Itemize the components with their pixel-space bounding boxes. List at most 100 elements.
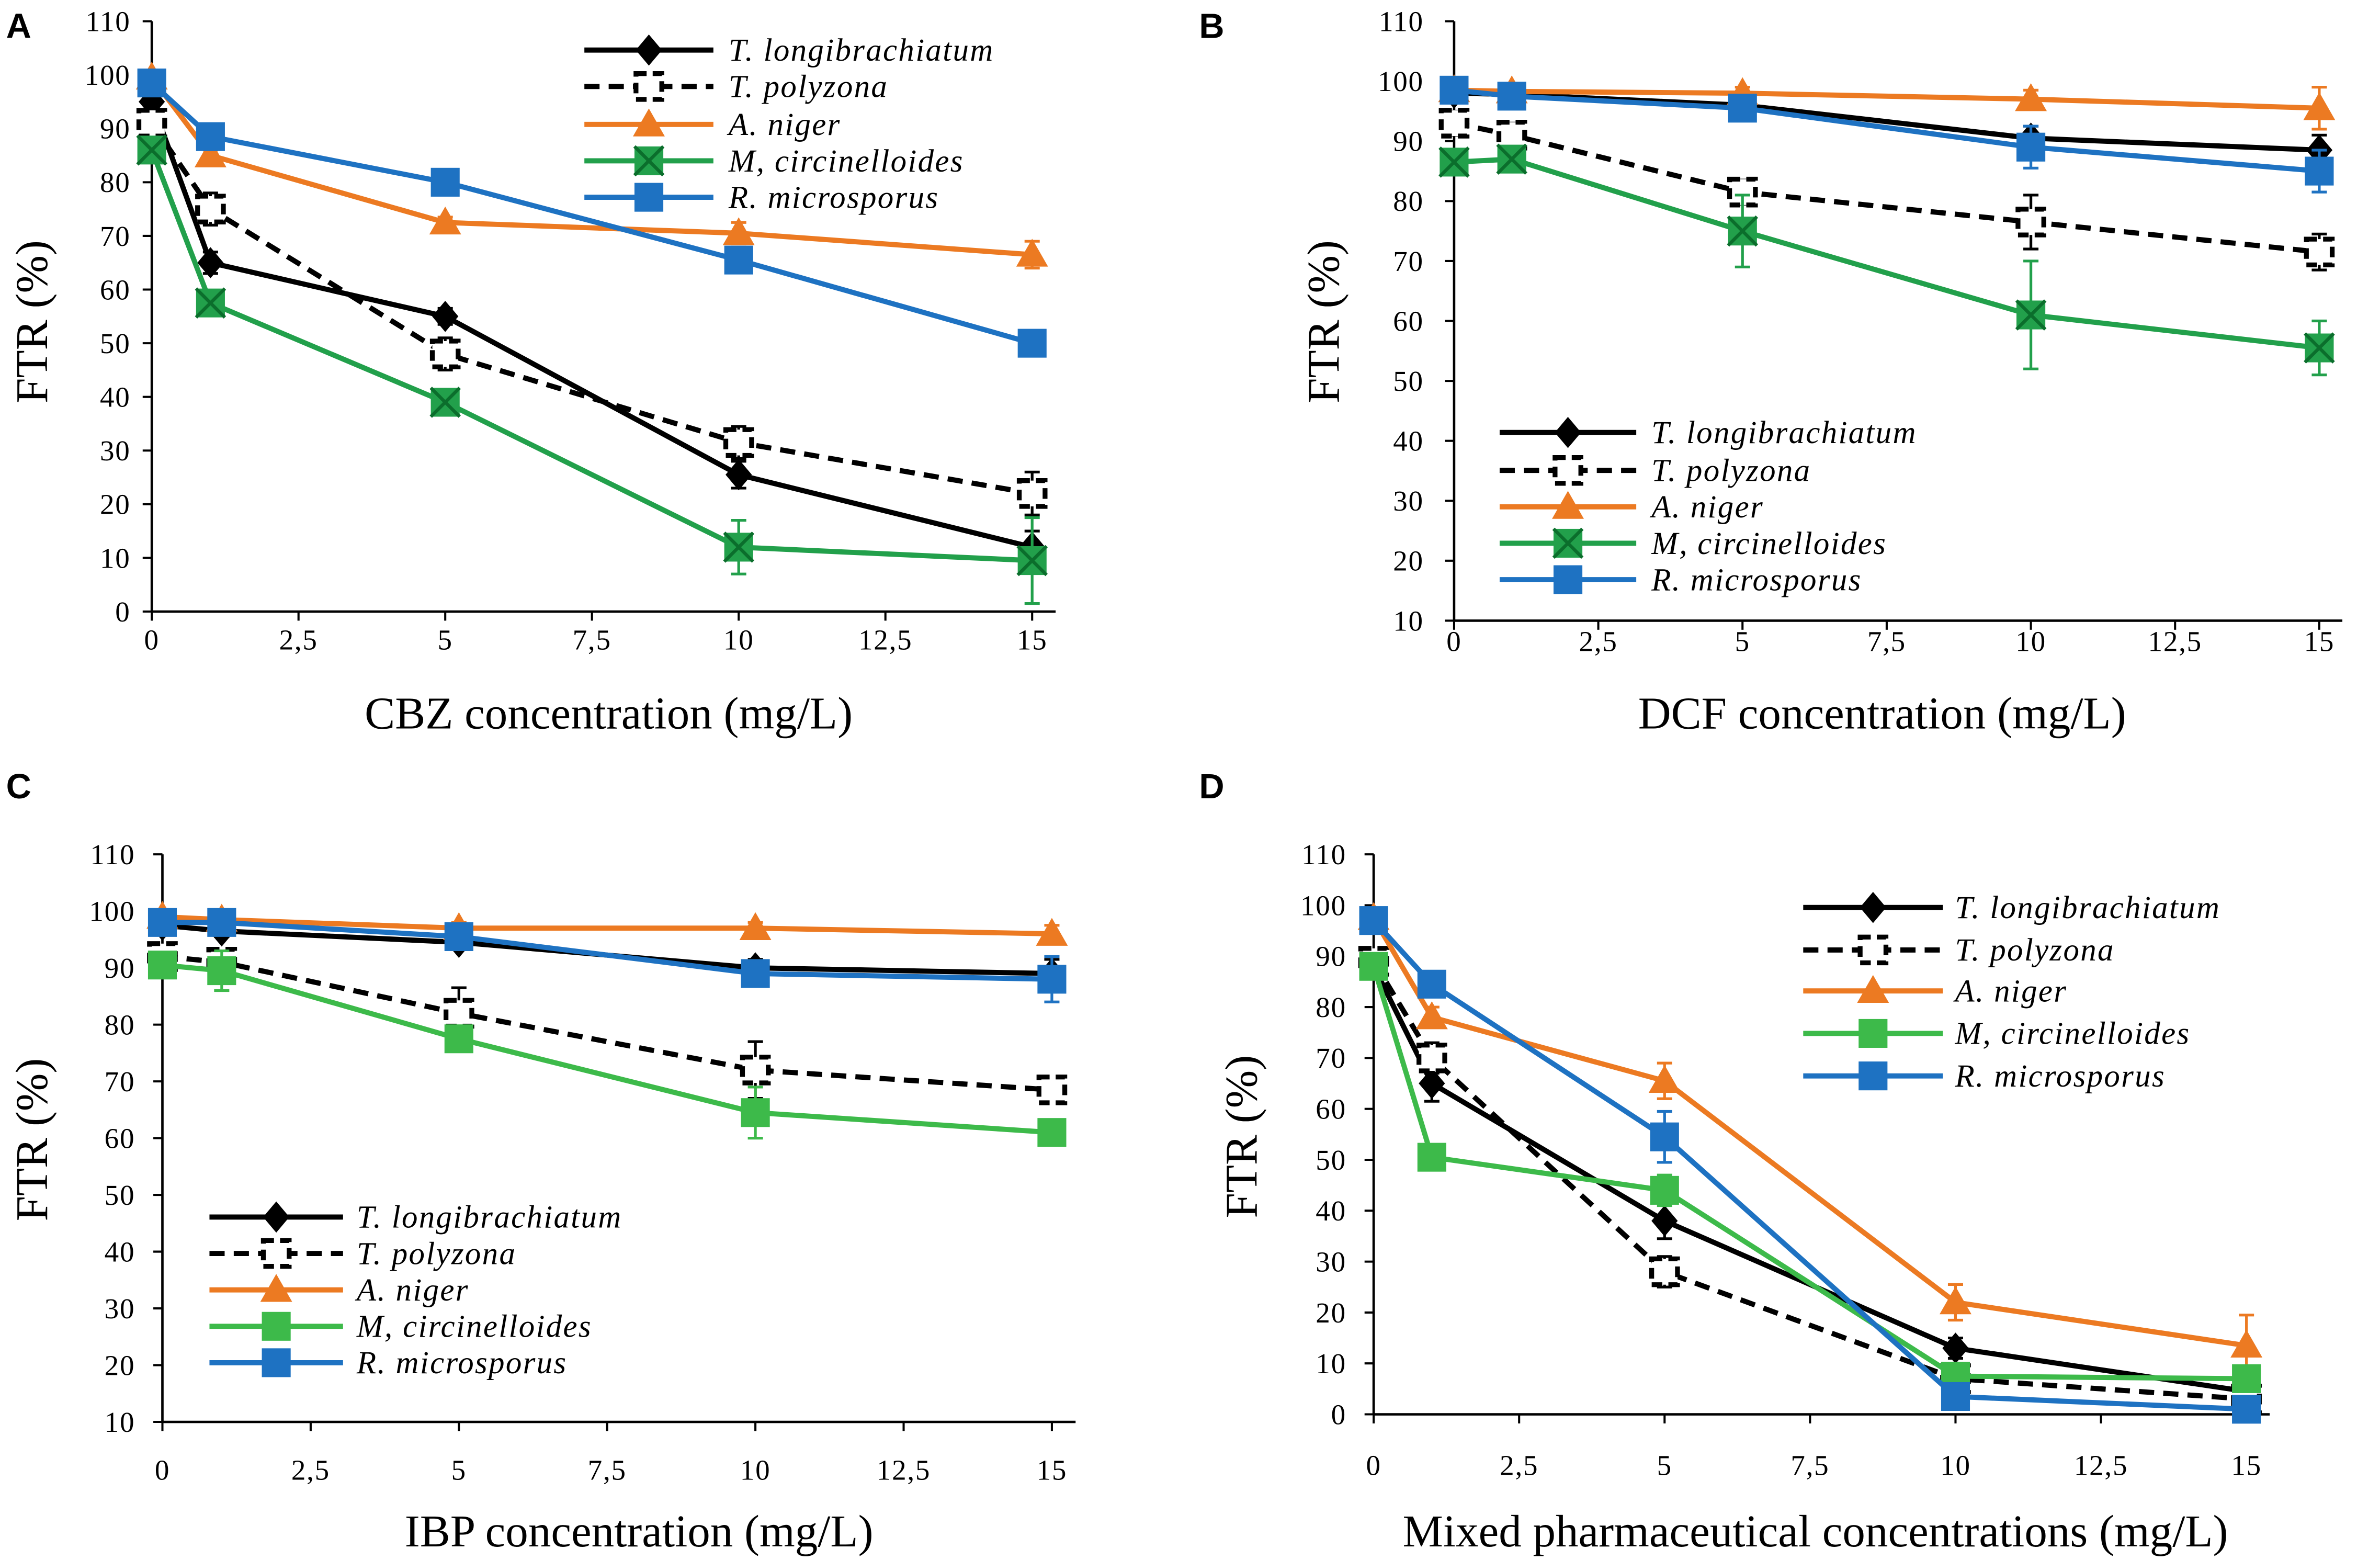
legend-entry: T. polyzona (1803, 933, 2115, 968)
legend-label: R. microsporus (356, 1346, 568, 1381)
data-point (740, 1055, 771, 1086)
legend-label: T. longibrachiatum (357, 1200, 622, 1235)
y-tick-label: 60 (1393, 305, 1424, 337)
y-tick-label: 10 (1316, 1348, 1346, 1380)
marker-cross (2015, 299, 2047, 331)
data-point (148, 951, 177, 980)
data-point (429, 387, 461, 418)
data-point (1016, 545, 1048, 576)
x-tick-label: 5 (1735, 625, 1750, 657)
y-tick-label: 40 (100, 381, 131, 413)
data-point (432, 301, 459, 332)
data-point (1417, 1143, 1446, 1172)
marker-cross (1438, 146, 1470, 178)
series-r-microsporus (1359, 906, 2261, 1424)
y-tick-label: 50 (105, 1179, 135, 1211)
data-point (739, 912, 772, 941)
x-axis-title: DCF concentration (mg/L) (1638, 687, 2126, 738)
y-tick-label: 110 (90, 839, 135, 871)
legend-label: T. polyzona (1955, 933, 2115, 968)
data-point (136, 134, 168, 166)
data-point (2015, 207, 2046, 238)
y-tick-label: 70 (100, 220, 131, 252)
x-tick-label: 2,5 (291, 1454, 330, 1486)
data-point (1728, 94, 1757, 123)
series-a-niger (1357, 902, 2263, 1378)
panel-d: D Mixed pharmaceutical concentrations (m… (1199, 767, 2270, 1556)
data-point (1359, 906, 1388, 935)
data-point (1037, 965, 1067, 994)
data-point (1440, 75, 1469, 105)
x-tick-label: 15 (2231, 1450, 2262, 1482)
data-point (1496, 120, 1527, 151)
y-axis-title: FTR (%) (6, 240, 57, 403)
legend-entry: M, circinelloides (584, 144, 963, 179)
series-line-t-polyzona (150, 121, 1033, 496)
legend-marker (1857, 934, 1889, 966)
x-tick-label: 15 (1017, 624, 1048, 656)
y-tick-label: 80 (100, 166, 131, 198)
data-point (1415, 1001, 1448, 1030)
y-tick-label: 60 (100, 274, 131, 306)
y-tick-label: 60 (1316, 1093, 1346, 1125)
legend-label: T. polyzona (357, 1236, 516, 1271)
y-tick-label: 0 (115, 596, 130, 628)
legend-entry: T. longibrachiatum (209, 1200, 622, 1235)
panel-label: C (6, 767, 31, 806)
data-point (195, 194, 226, 224)
series-r-microsporus (1440, 75, 2334, 194)
data-point (1438, 108, 1470, 139)
data-point (2305, 156, 2334, 186)
data-point (1649, 1256, 1680, 1287)
legend-entry: R. microsporus (1803, 1059, 2164, 1094)
legend-marker (263, 1201, 290, 1233)
x-tick-label: 0 (1366, 1450, 1381, 1482)
x-tick-label: 2,5 (1579, 625, 1618, 657)
panel-label: D (1199, 767, 1224, 806)
data-point (722, 217, 755, 245)
y-tick-label: 40 (1316, 1195, 1346, 1227)
legend-entry: A. niger (584, 107, 840, 142)
y-tick-label: 20 (100, 489, 131, 521)
x-tick-label: 7,5 (1867, 625, 1906, 657)
legend-label: T. longibrachiatum (729, 33, 994, 68)
legend-marker (633, 145, 665, 177)
legend-entry: A. niger (1499, 490, 1763, 525)
legend-label: M, circinelloides (356, 1309, 592, 1344)
y-tick-label: 40 (105, 1236, 135, 1268)
data-point (723, 427, 754, 458)
y-tick-label: 50 (1316, 1144, 1346, 1176)
data-point (1036, 918, 1068, 946)
y-tick-label: 50 (1393, 365, 1424, 397)
y-tick-label: 90 (105, 952, 135, 984)
legend-marker (260, 1238, 292, 1269)
legend-entry: T. polyzona (584, 70, 887, 105)
data-point (2232, 1395, 2261, 1424)
legend-entry: R. microsporus (584, 180, 938, 215)
marker-cross (195, 287, 226, 319)
legend-marker (636, 34, 662, 66)
legend-marker (1553, 565, 1583, 594)
data-point (1359, 952, 1388, 981)
marker-cross (1016, 545, 1048, 576)
data-point (429, 206, 461, 235)
legend-entry: A. niger (209, 1273, 468, 1308)
axes: 10 20 30 40 50 60 70 80 90 100 110 0 2,5 5 7,5 10 12,5 15 (89, 839, 1076, 1486)
data-point (1036, 1075, 1068, 1105)
y-tick-label: 10 (1393, 605, 1424, 637)
data-point (1419, 1068, 1445, 1099)
plot-area (1438, 74, 2336, 377)
data-point (430, 167, 460, 197)
data-point (1417, 969, 1446, 999)
legend-entry: T. longibrachiatum (584, 33, 994, 68)
legend-label: M, circinelloides (1651, 526, 1887, 561)
marker-cross (1552, 527, 1584, 559)
legend-marker (262, 1312, 291, 1341)
legend-entry: A. niger (1803, 974, 2066, 1009)
y-tick-label: 30 (105, 1293, 135, 1325)
y-tick-label: 10 (105, 1406, 135, 1438)
x-tick-label: 12,5 (858, 624, 912, 656)
y-tick-label: 30 (1316, 1246, 1346, 1278)
